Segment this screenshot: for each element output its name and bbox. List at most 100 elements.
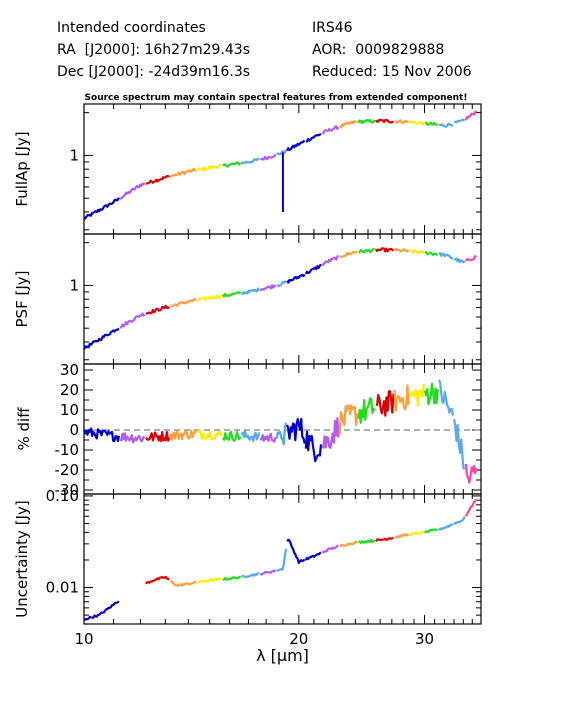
y-axis-label: Uncertainty [Jy]: [13, 500, 31, 617]
spectrum-segment: [322, 544, 339, 553]
spectrum-segment: [374, 536, 394, 542]
y-tick-label: 30: [60, 361, 79, 379]
spectrum-segment: [453, 516, 466, 526]
spectrum-segment: [82, 327, 120, 350]
spectrum-segment: [276, 149, 288, 156]
spectrum-segment: [259, 432, 277, 443]
spectrum-segment: [145, 174, 170, 186]
spectrum-segment: [438, 523, 454, 531]
spectrum-segment: [196, 429, 223, 441]
spectrum-segment: [304, 263, 322, 275]
header-left-line-3: Dec [J2000]: -24d39m16.3s: [57, 64, 251, 80]
x-tick-label: 30: [415, 630, 434, 648]
header-right-line-2: AOR: 0009829888: [312, 42, 445, 58]
spectrum-segment: [358, 247, 375, 254]
spectrum-segment: [409, 530, 424, 537]
spectrum-segment: [286, 139, 306, 152]
spectrum-segment: [145, 431, 171, 443]
spectrum-segment: [304, 430, 323, 463]
spectrum-segment: [222, 161, 242, 168]
spectrum-segment: [321, 417, 340, 449]
spectrum-segment: [338, 251, 358, 258]
spectrum-segment: [374, 247, 395, 253]
x-tick-label: 20: [289, 630, 308, 648]
spectrum-segment: [339, 120, 358, 129]
header-left-line-2: RA [J2000]: 16h27m29.43s: [57, 42, 250, 58]
spectrum-segment: [119, 432, 145, 444]
spectrum-segment: [437, 379, 455, 416]
extended-component-note: Source spectrum may contain spectral fea…: [85, 93, 468, 103]
spectrum-segment: [375, 118, 394, 124]
spectrum-segment: [321, 254, 340, 267]
y-tick-label: 1: [69, 276, 79, 294]
spectrum-segment: [393, 384, 410, 412]
spectrum-segment: [221, 291, 242, 298]
spectrum-segment: [145, 304, 170, 315]
spectrum-segment: [408, 120, 425, 126]
spectrum-segment: [275, 422, 288, 446]
header-left-line-1: Intended coordinates: [57, 20, 206, 36]
spectrum-segment: [286, 417, 306, 444]
y-tick-label: -10: [55, 441, 80, 459]
spectrum-segment: [453, 118, 466, 124]
y-tick-label: 0: [69, 421, 79, 439]
spectrum-segment: [408, 383, 425, 408]
spectrum-segment: [464, 255, 478, 262]
spectrum-segment: [240, 157, 260, 165]
spectrum-segment: [241, 572, 260, 579]
y-tick-label: 10: [60, 401, 79, 419]
spectrum-segment: [286, 538, 306, 565]
spectrum-segment: [259, 569, 277, 576]
spectrum-segment: [321, 125, 340, 135]
spectrum-segment: [393, 247, 410, 253]
spectrum-segment: [394, 119, 409, 125]
spectrum-segment: [119, 312, 146, 329]
y-tick-label: 0.10: [46, 487, 79, 505]
y-tick-label: 0.01: [46, 579, 79, 597]
spectrum-segment: [304, 551, 322, 561]
spectrum-segment: [83, 197, 120, 220]
spectrum-segment: [453, 418, 466, 471]
spectrum-segment: [197, 577, 223, 584]
y-tick-label: 1: [69, 146, 79, 164]
spectrum-segment: [197, 294, 223, 302]
spectrum-segment: [286, 273, 306, 284]
spectrum-segment: [259, 153, 277, 161]
spectrum-segment: [170, 579, 197, 587]
spectrum-segment: [196, 163, 222, 172]
spectrum-segment: [276, 548, 288, 573]
spectrum-segment: [119, 182, 146, 200]
spectrum-segment: [424, 528, 438, 534]
spectrum-segment: [375, 390, 395, 417]
panel-frame-2: [83, 233, 482, 365]
y-tick-label: 20: [60, 381, 79, 399]
spectrum-segment: [339, 540, 358, 547]
spectrum-segment: [221, 430, 242, 442]
spectrum-segment: [464, 498, 478, 517]
spectrum-segment: [358, 539, 376, 544]
spectrum-segment: [423, 382, 439, 406]
spectrum-segment: [438, 252, 454, 260]
spectrum-segment: [240, 287, 261, 296]
header-right-line-3: Reduced: 15 Nov 2006: [312, 64, 472, 80]
spectrum-segment: [438, 122, 454, 128]
spectrum-segment: [464, 463, 478, 484]
panel-frame-4: [83, 493, 482, 625]
spectrum-segment: [424, 250, 439, 256]
spectrum-segment: [409, 249, 425, 255]
y-tick-label: -20: [55, 461, 80, 479]
y-axis-label: PSF [Jy]: [13, 271, 31, 328]
spectrum-segment: [394, 533, 410, 539]
spectrum-segment: [357, 118, 376, 125]
y-axis-label: % diff: [15, 407, 33, 451]
y-tick-label: -30: [55, 481, 80, 499]
spectrum-segment: [82, 427, 121, 443]
spectrum-segment: [464, 110, 477, 121]
spectrum-segment: [259, 284, 277, 292]
spectrum-segment: [305, 132, 322, 143]
spectrum-segment: [169, 168, 197, 179]
panel-frame-3: [83, 363, 482, 495]
spectrum-segment: [240, 430, 261, 443]
spectrum-segment: [169, 429, 197, 441]
